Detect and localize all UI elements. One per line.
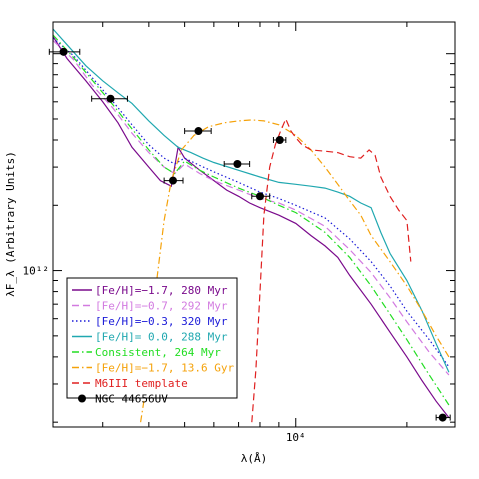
legend-label: [Fe/H]=−1.7, 280 Myr	[95, 284, 228, 297]
series-line-1	[53, 36, 450, 418]
series-line-6	[140, 119, 450, 423]
observed-marker	[194, 127, 203, 136]
series-line-5	[53, 34, 450, 406]
observed-point	[163, 176, 184, 185]
legend-label: NGC 44656UV	[95, 393, 168, 406]
observed-marker	[106, 94, 115, 103]
x-axis-label: λ(Å)	[241, 452, 268, 465]
legend: [Fe/H]=−1.7, 280 Myr [Fe/H]=−0.7, 292 Myr…	[66, 277, 238, 406]
legend-label: [Fe/H]=−0.3, 320 Myr	[95, 315, 228, 328]
series-line-3	[53, 37, 450, 368]
observed-point	[223, 160, 251, 169]
observed-marker	[233, 160, 242, 169]
series-layer	[53, 28, 450, 423]
series-line-7	[251, 117, 412, 423]
axis-ticks: 10⁴ 10¹²	[23, 22, 455, 444]
legend-label: [Fe/H]=−1.7, 13.6 Gyr	[95, 362, 234, 375]
legend-box	[66, 277, 238, 399]
observed-marker	[438, 413, 447, 422]
observed-marker	[275, 135, 284, 144]
legend-label: [Fe/H]=−0.7, 292 Myr	[95, 300, 228, 313]
y-axis-label: λF_λ (Arbitrary Units)	[4, 151, 17, 297]
observed-points	[48, 47, 451, 422]
legend-label: M6III template	[95, 377, 188, 390]
legend-marker	[78, 394, 86, 403]
observed-marker	[255, 192, 264, 201]
observed-point	[435, 413, 451, 422]
observed-marker	[168, 176, 177, 185]
observed-point	[184, 127, 212, 136]
legend-label: [Fe/H]= 0.0, 288 Myr	[95, 331, 228, 344]
observed-point	[251, 192, 271, 201]
observed-point	[91, 94, 128, 103]
y-tick-label: 10¹²	[23, 265, 50, 278]
series-line-4	[53, 28, 450, 373]
legend-label: Consistent, 264 Myr	[95, 346, 221, 359]
x-tick-label: 10⁴	[286, 431, 306, 444]
observed-marker	[59, 47, 68, 56]
plot-frame	[52, 21, 456, 428]
observed-point	[272, 135, 287, 144]
series-line-2	[53, 40, 450, 376]
